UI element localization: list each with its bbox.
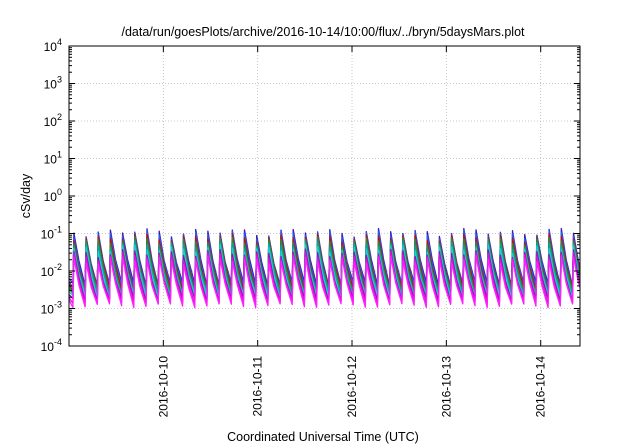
- x-tick-label: 2016-10-12: [345, 356, 359, 418]
- y-tick-label: 100: [44, 187, 62, 204]
- y-tick-labels: 10-4 10-3 10-2 10-1 100 101 102 103 104: [41, 37, 62, 354]
- y-tick-label: 10-1: [41, 225, 62, 242]
- y-axis-label: cSv/day: [19, 173, 33, 218]
- chart-title: /data/run/goesPlots/archive/2016-10-14/1…: [121, 25, 525, 39]
- y-tick-label: 102: [44, 112, 62, 129]
- y-tick-label: 10-3: [41, 300, 62, 317]
- y-tick-label: 10-4: [41, 337, 62, 354]
- y-tick-label: 104: [44, 37, 62, 54]
- y-tick-label: 101: [44, 150, 62, 167]
- x-axis-label: Coordinated Universal Time (UTC): [227, 430, 419, 444]
- series-group: [68, 227, 581, 309]
- x-tick-label: 2016-10-10: [156, 356, 170, 418]
- series-line: [68, 243, 581, 300]
- x-tick-label: 2016-10-14: [534, 356, 548, 418]
- y-tick-label: 103: [44, 75, 62, 92]
- x-tick-label: 2016-10-13: [439, 356, 453, 418]
- series-line: [68, 255, 581, 309]
- x-tick-labels: 2016-10-10 2016-10-11 2016-10-12 2016-10-13…: [156, 356, 547, 418]
- series-line: [68, 248, 581, 303]
- series-line: [68, 240, 581, 297]
- axis-ticks: [69, 45, 580, 347]
- x-tick-label: 2016-10-11: [251, 356, 265, 417]
- y-tick-label: 10-2: [41, 262, 62, 279]
